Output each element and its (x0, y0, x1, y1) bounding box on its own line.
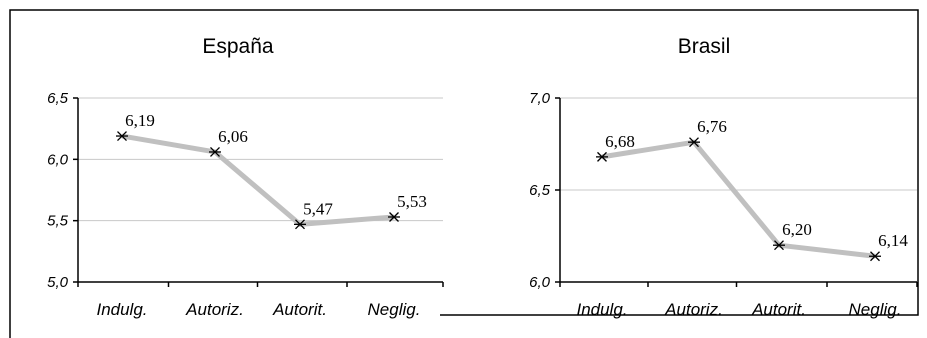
chart-title: Brasil (678, 35, 731, 58)
data-point (294, 219, 306, 230)
y-tick-label: 5,0 (47, 274, 69, 291)
series-line (121, 133, 395, 227)
data-point (209, 147, 221, 157)
x-tick-label: Autoriz. (185, 300, 244, 319)
y-tick-label: 5,5 (47, 213, 69, 230)
y-tick-label: 6,0 (47, 151, 69, 168)
data-label: 5,53 (397, 192, 427, 211)
x-tick-label: Indulg. (96, 300, 147, 319)
data-point (596, 151, 608, 162)
x-tick-label: Autoriz. (664, 300, 723, 319)
data-label: 6,20 (782, 220, 812, 239)
series-line (601, 139, 876, 259)
chart-espana: España 5,0 5,5 6,0 6,5 Indulg. Autoriz. Autori… (47, 35, 444, 319)
x-tick-label: Autorit. (751, 300, 806, 319)
x-tick-label: Indulg. (576, 300, 627, 319)
y-tick-label: 7,0 (529, 90, 551, 107)
data-label: 6,14 (878, 231, 908, 250)
data-point (688, 137, 700, 148)
data-point (388, 212, 400, 222)
data-label: 6,76 (697, 117, 727, 136)
chart-title: España (202, 35, 274, 58)
y-tick-label: 6,5 (47, 90, 69, 107)
x-tick-label: Neglig. (368, 300, 421, 319)
data-label: 6,06 (218, 127, 248, 146)
y-tick-label: 6,0 (529, 274, 551, 291)
chart-brasil: Brasil 6,0 6,5 7,0 Indulg. Autoriz. Autorit. N… (529, 35, 918, 319)
data-point (773, 240, 785, 251)
x-tick-label: Neglig. (849, 300, 902, 319)
data-point (869, 251, 881, 262)
figure-border (9, 9, 919, 338)
y-tick-label: 6,5 (529, 182, 551, 199)
data-label: 5,47 (303, 199, 333, 218)
data-point (116, 131, 128, 141)
data-label: 6,19 (125, 111, 155, 130)
data-label: 6,68 (605, 132, 635, 151)
x-tick-label: Autorit. (272, 300, 327, 319)
